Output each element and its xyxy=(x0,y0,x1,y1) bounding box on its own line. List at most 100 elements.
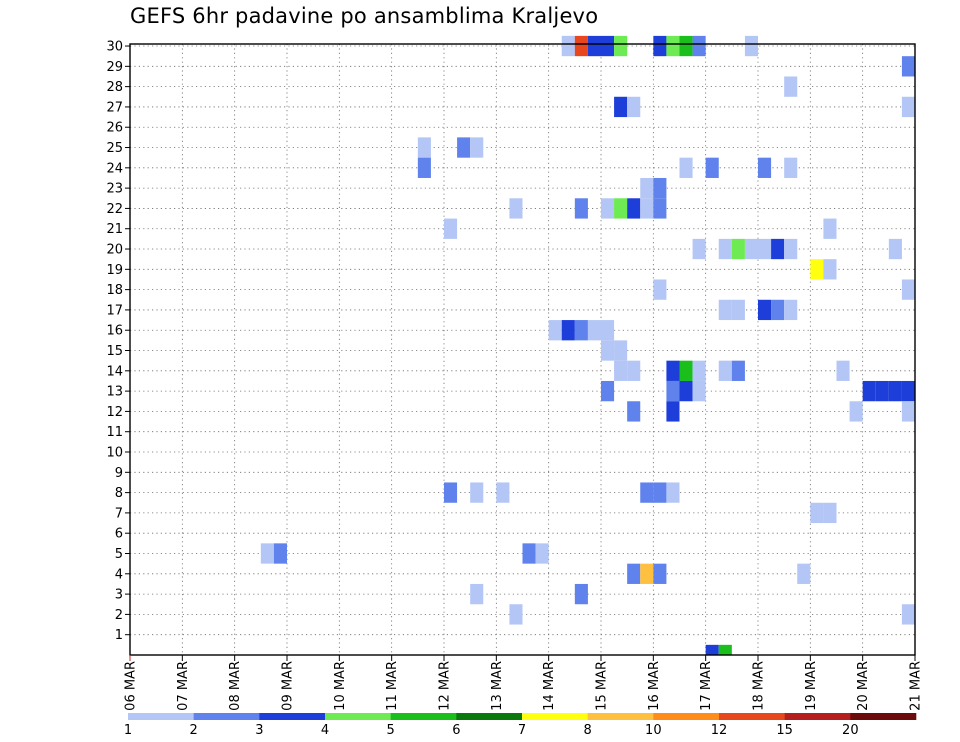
heatmap-cell xyxy=(601,198,615,219)
x-tick-label: 15 MAR xyxy=(595,661,610,711)
heatmap-cell xyxy=(679,360,693,381)
heatmap-cell xyxy=(731,238,745,260)
x-tick-label: 17 MAR xyxy=(699,661,714,711)
heatmap-cell xyxy=(784,238,798,260)
heatmap-cell xyxy=(457,137,471,158)
heatmap-cell xyxy=(640,482,654,503)
heatmap-cell xyxy=(653,482,667,503)
x-tick-label: 16 MAR xyxy=(647,661,662,711)
heatmap-cell xyxy=(875,380,889,402)
x-tick-label: 09 MAR xyxy=(281,661,296,711)
heatmap-cell xyxy=(417,157,431,178)
heatmap-cell xyxy=(771,299,785,321)
x-tick-label: 11 MAR xyxy=(385,661,400,711)
heatmap-cell xyxy=(692,238,706,260)
heatmap-cell xyxy=(731,299,745,321)
heatmap-cell xyxy=(718,299,732,321)
heatmap-cell xyxy=(705,157,719,178)
heatmap-cell xyxy=(679,380,693,402)
heatmap-cell xyxy=(862,380,876,402)
colorbar-segment xyxy=(456,713,523,720)
colorbar-segment xyxy=(259,713,326,720)
x-tick-label: 12 MAR xyxy=(438,661,453,711)
heatmap-cell xyxy=(587,320,601,341)
x-tick-label: 10 MAR xyxy=(333,661,348,711)
y-tick-label: 3 xyxy=(115,588,123,603)
heatmap-cell xyxy=(836,360,850,381)
heatmap-cell xyxy=(614,96,628,118)
heatmap-cell xyxy=(627,563,641,584)
heatmap-cell xyxy=(561,35,575,57)
colorbar-segment xyxy=(653,713,720,720)
heatmap-cell xyxy=(771,238,785,260)
x-tick-label: 14 MAR xyxy=(542,661,557,711)
heatmap-cell xyxy=(627,198,641,219)
heatmap-cell xyxy=(470,583,484,605)
grid-lines xyxy=(129,44,916,655)
y-tick-label: 23 xyxy=(106,182,123,197)
heatmap-cell xyxy=(784,76,798,97)
heatmap-cell xyxy=(784,299,798,321)
x-tick-label: 21 MAR xyxy=(909,661,924,711)
heatmap-cell xyxy=(797,563,811,584)
heatmap-cell xyxy=(692,380,706,402)
y-tick-label: 25 xyxy=(106,141,123,156)
colorbar-label: 5 xyxy=(387,723,395,738)
colorbar-label: 20 xyxy=(842,723,859,738)
heatmap-cell xyxy=(496,482,510,503)
heatmap-cell xyxy=(666,401,680,422)
colorbar-segment xyxy=(193,713,260,720)
heatmap-cell xyxy=(901,604,915,625)
heatmap-cell xyxy=(744,238,758,260)
y-tick-label: 18 xyxy=(106,283,123,298)
y-axis: 1234567891011121314151617181920212223242… xyxy=(106,40,130,643)
heatmap-cell xyxy=(509,198,523,219)
colorbar-segment xyxy=(128,713,194,720)
colorbar-label: 6 xyxy=(452,723,460,738)
colorbar-segment xyxy=(719,713,785,720)
heatmap-cell xyxy=(548,320,562,341)
heatmap-cell xyxy=(640,563,654,584)
y-tick-label: 11 xyxy=(106,425,123,440)
heatmap-cell xyxy=(718,644,732,655)
x-tick-label: 13 MAR xyxy=(490,661,505,711)
y-tick-label: 8 xyxy=(115,486,123,501)
heatmap-cell xyxy=(718,238,732,260)
heatmap-cell xyxy=(901,380,915,402)
heatmap-cell xyxy=(810,259,824,280)
y-tick-label: 15 xyxy=(106,344,123,359)
colorbar-label: 7 xyxy=(518,723,526,738)
x-tick-label: 07 MAR xyxy=(176,661,191,711)
colorbar-segment xyxy=(390,713,457,720)
heatmap-cell xyxy=(601,340,615,361)
y-tick-label: 19 xyxy=(106,263,123,278)
y-tick-label: 13 xyxy=(106,385,123,400)
heatmap-cell xyxy=(601,35,615,57)
colorbar-label: 12 xyxy=(711,723,728,738)
y-tick-label: 28 xyxy=(106,80,123,95)
heatmap-cells xyxy=(260,35,915,655)
heatmap-cell xyxy=(561,320,575,341)
heatmap-cell xyxy=(444,482,458,503)
heatmap-cell xyxy=(653,177,667,199)
heatmap-cell xyxy=(614,198,628,219)
colorbar-segment xyxy=(850,713,917,720)
heatmap-cell xyxy=(417,137,431,158)
heatmap-cell xyxy=(666,360,680,381)
y-tick-label: 4 xyxy=(115,567,123,582)
heatmap-cell xyxy=(679,157,693,178)
heatmap-cell xyxy=(901,96,915,118)
heatmap-cell xyxy=(666,35,680,57)
x-tick-label: 20 MAR xyxy=(856,661,871,711)
heatmap-cell xyxy=(260,543,274,564)
y-tick-label: 30 xyxy=(106,40,123,55)
heatmap-cell xyxy=(653,198,667,219)
y-tick-label: 16 xyxy=(106,324,123,339)
heatmap-cell xyxy=(705,644,719,655)
y-tick-label: 10 xyxy=(106,446,123,461)
colorbar-label: 10 xyxy=(645,723,662,738)
heatmap-cell xyxy=(823,259,837,280)
heatmap-cell xyxy=(444,218,458,239)
heatmap-cell xyxy=(640,198,654,219)
